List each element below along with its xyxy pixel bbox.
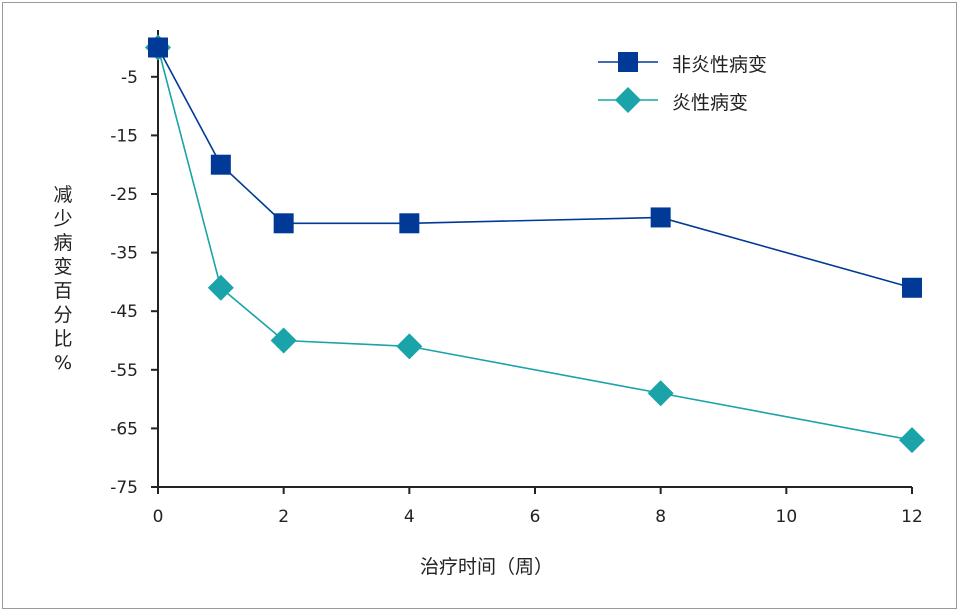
- y-tick-label: -65: [110, 419, 138, 439]
- data-point-1-1: [207, 274, 234, 301]
- data-point-0-2: [273, 213, 294, 234]
- series-line-0: [157, 47, 913, 289]
- legend-label-1: 炎性病变: [672, 92, 749, 114]
- data-point-0-4: [650, 207, 671, 228]
- y-axis-label: 减少病变百分比 %: [53, 184, 73, 374]
- series-line-1: [157, 47, 913, 441]
- y-tick-label: -25: [110, 185, 138, 205]
- x-tick-label: 6: [530, 507, 541, 527]
- data-point-1-4: [647, 380, 674, 407]
- y-tick-label: -5: [121, 68, 138, 88]
- y-tick-label: -75: [110, 478, 138, 498]
- y-tick-label: -35: [110, 244, 138, 264]
- data-point-0-3: [399, 213, 420, 234]
- data-point-1-3: [396, 333, 423, 360]
- x-tick-label: 0: [153, 507, 164, 527]
- x-tick-label: 2: [278, 507, 289, 527]
- x-tick-label: 10: [776, 507, 798, 527]
- data-point-0-0: [148, 37, 168, 58]
- y-tick-label: -15: [110, 126, 138, 146]
- y-tick-label: -45: [110, 302, 138, 322]
- data-point-1-2: [270, 327, 297, 354]
- data-point-0-1: [210, 154, 231, 175]
- x-tick-label: 8: [655, 507, 666, 527]
- x-tick-label: 12: [901, 507, 923, 527]
- x-axis-label: 治疗时间（周）: [420, 556, 554, 578]
- legend-label-0: 非炎性病变: [672, 54, 768, 76]
- legend-marker-0: [618, 52, 638, 72]
- data-point-0-5: [902, 277, 922, 298]
- data-point-1-5: [899, 427, 925, 454]
- x-tick-label: 4: [404, 507, 415, 527]
- legend-marker-1: [615, 87, 641, 113]
- y-tick-label: -55: [110, 361, 138, 381]
